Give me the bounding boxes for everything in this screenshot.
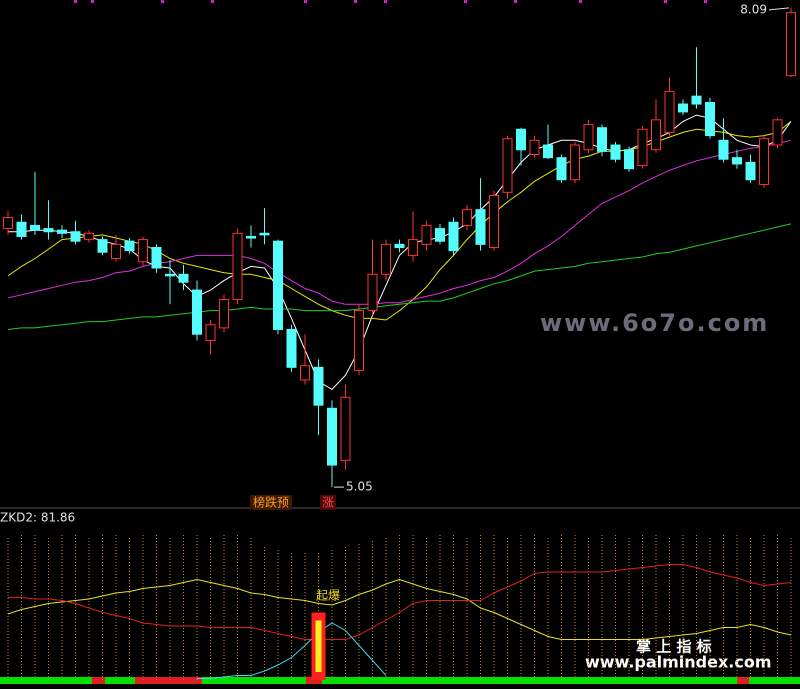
line [197,622,387,679]
candle-body [327,407,337,466]
candle-body [597,127,607,152]
candle-body [192,289,202,335]
annotation-bg [250,495,292,510]
candle-body [516,128,526,151]
watermark: 掌 上 指 标 [636,638,712,656]
candle-body [178,273,189,283]
candle-body [529,139,540,155]
candle-body [205,324,216,342]
candle-body [637,128,648,167]
candle-body [556,157,567,181]
candle-body [732,157,742,165]
candle-body [462,209,472,226]
label-arrow [768,7,790,11]
candle-body [3,217,13,230]
annotation: 涨 [322,495,334,510]
candle-body [786,12,796,77]
candle-body [570,144,580,181]
candle-body [16,221,27,237]
candle-body [84,232,94,241]
candle-body [273,240,283,330]
candle-body [502,138,513,193]
candle-body [232,232,243,301]
candle-body [43,228,54,233]
candle-body [70,231,81,242]
candle-body [664,90,675,133]
candle-body [219,299,229,329]
candle-body [583,124,594,151]
candle-body [610,144,621,160]
candle-body [624,149,634,170]
line [8,564,792,640]
candle-body [435,228,445,242]
candle-body [745,161,756,181]
top-markers [74,0,707,3]
watermark: www.palmindex.com [585,653,772,672]
candle-body [475,209,486,245]
annotation: 榜跌预 [253,495,289,510]
candle-body [718,139,729,160]
line [7,139,792,305]
candle-body [489,194,499,248]
line [7,223,792,330]
data-label: 5.05 [346,480,373,494]
candle-body [543,144,553,159]
annotation: 起爆 [316,589,340,603]
candle-body [772,119,783,146]
candle-body [138,239,148,263]
signal-strip [0,677,800,684]
candle-body [705,101,715,137]
watermark: www.6o7o.com [540,309,769,337]
candle-body [448,221,459,252]
candle-body [286,328,297,368]
candle-body [381,243,391,275]
candle-body [340,396,351,461]
line [7,578,792,640]
candle-body [367,273,378,312]
candle-body [408,239,418,256]
data-label: 8.09 [740,2,767,16]
candle-body [57,229,67,234]
candle-body [111,243,121,260]
signal-core [315,620,322,672]
candle-body [151,247,162,269]
candle-body [651,119,661,151]
candle-body [259,232,270,236]
candle-body [394,243,405,249]
candle-body [421,224,432,245]
candle-body [313,366,324,406]
candle-body [678,103,688,113]
annotation-bg [320,495,336,510]
candle-body [691,95,702,105]
candle-body [165,273,175,277]
candle-body [300,365,310,381]
candle-body [97,239,108,253]
candle-body [246,235,256,239]
candle-body [124,240,135,252]
candle-body [354,310,364,371]
candle-body [759,138,769,185]
candle-body [30,224,40,231]
indicator-title: ZKD2: 81.86 [0,511,75,525]
